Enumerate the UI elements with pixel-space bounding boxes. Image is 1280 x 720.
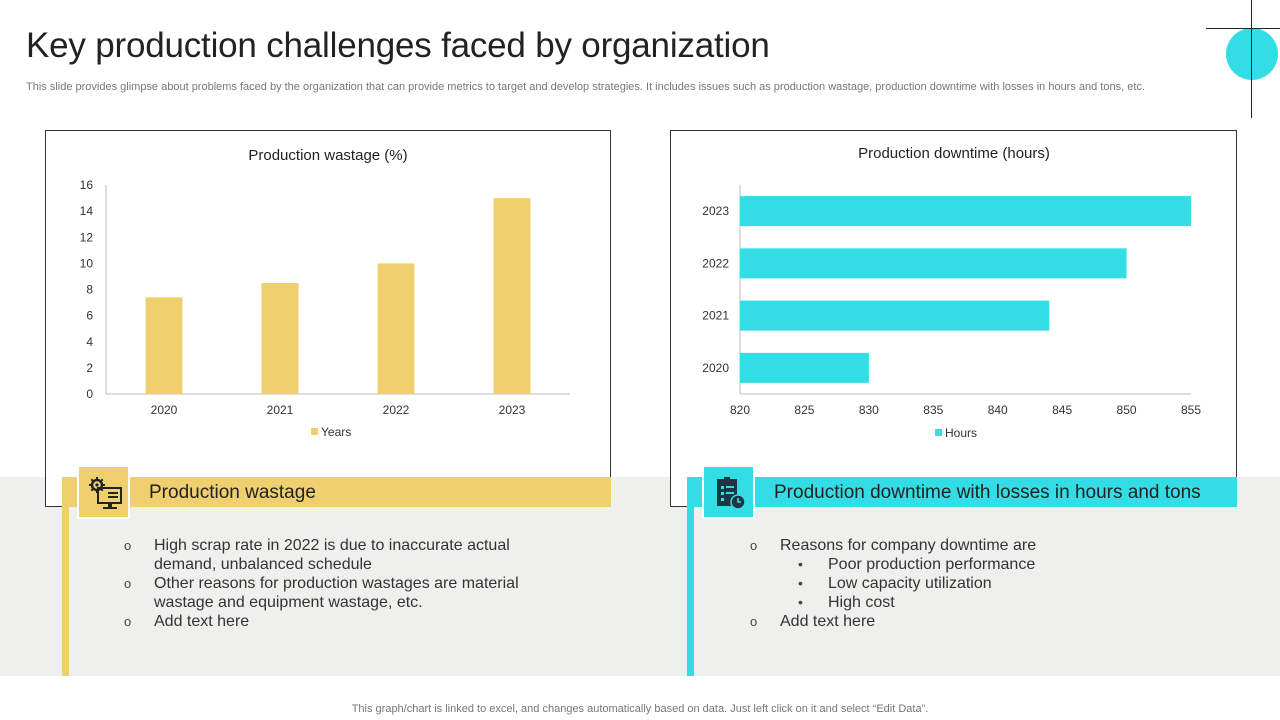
content-background-band bbox=[0, 477, 1280, 676]
x-tick-label: 825 bbox=[794, 403, 814, 417]
y-tick-label: 4 bbox=[86, 335, 93, 349]
bar-2021 bbox=[740, 300, 1050, 331]
y-tick-label: 10 bbox=[80, 256, 94, 270]
decorative-line-horizontal bbox=[1206, 28, 1280, 29]
list-item: o Other reasons for production wastages a… bbox=[124, 575, 519, 611]
downtime-heading: Production downtime with losses in hours… bbox=[774, 482, 1201, 503]
bullet-marker: • bbox=[798, 594, 803, 610]
wastage-header-band bbox=[62, 477, 611, 507]
bar-2022 bbox=[740, 248, 1127, 279]
right-accent-bar bbox=[687, 477, 694, 676]
x-tick-label: 840 bbox=[988, 403, 1008, 417]
list-item: o Reasons for company downtime are bbox=[750, 537, 1037, 554]
bullet-marker: o bbox=[750, 614, 758, 629]
x-tick-label: 820 bbox=[730, 403, 750, 417]
wastage-bullet-list: o High scrap rate in 2022 is due to inacc… bbox=[124, 536, 564, 631]
wastage-bar-chart: Production wastage (%) 0 2 4 6 8 10 12 14 16 2020 2… bbox=[80, 147, 570, 439]
x-tick-label: 835 bbox=[923, 403, 943, 417]
chart-title: Production wastage (%) bbox=[248, 147, 407, 164]
list-item: o Add text here bbox=[124, 613, 250, 630]
legend-label: Hours bbox=[945, 426, 977, 440]
list-item: o Add text here bbox=[750, 613, 876, 630]
y-tick-label: 2020 bbox=[702, 361, 729, 375]
page-title: Key production challenges faced by organ… bbox=[26, 26, 770, 65]
downtime-header-band bbox=[687, 477, 1237, 507]
y-tick-label: 16 bbox=[80, 178, 94, 192]
downtime-chart-container[interactable]: Production downtime (hours) 2020 2021 2022 2… bbox=[670, 130, 1237, 507]
decorative-line-vertical bbox=[1251, 0, 1252, 118]
wastage-icon-box bbox=[77, 465, 130, 519]
bullet-marker: • bbox=[798, 575, 803, 591]
chart-title: Production downtime (hours) bbox=[858, 145, 1050, 162]
computer-settings-icon bbox=[89, 477, 122, 509]
checklist-clock-icon bbox=[717, 477, 746, 510]
downtime-icon-box bbox=[702, 465, 755, 519]
y-tick-label: 0 bbox=[86, 387, 93, 401]
bar-2023 bbox=[740, 196, 1191, 227]
y-tick-label: 6 bbox=[86, 309, 93, 323]
y-tick-label: 2 bbox=[86, 361, 93, 375]
wastage-heading: Production wastage bbox=[149, 482, 316, 503]
y-tick-label: 2022 bbox=[702, 256, 729, 270]
x-tick-label: 2022 bbox=[383, 403, 410, 417]
downtime-bar-chart: Production downtime (hours) 2020 2021 2022 2… bbox=[702, 145, 1201, 440]
bar-2020 bbox=[145, 297, 183, 394]
downtime-bullet-list: o Reasons for company downtime are • Poor … bbox=[750, 536, 1190, 631]
y-tick-label: 12 bbox=[80, 230, 94, 244]
y-tick-label: 14 bbox=[80, 204, 94, 218]
bullet-marker: o bbox=[124, 576, 132, 591]
list-item: o High scrap rate in 2022 is due to inacc… bbox=[124, 537, 510, 573]
bullet-marker: • bbox=[798, 556, 803, 572]
bar-2020 bbox=[740, 352, 869, 383]
left-accent-bar bbox=[62, 477, 69, 676]
bullet-marker: o bbox=[124, 538, 132, 553]
decorative-circle bbox=[1226, 28, 1278, 80]
x-tick-label: 855 bbox=[1181, 403, 1201, 417]
x-tick-label: 2023 bbox=[499, 403, 526, 417]
bar-2021 bbox=[261, 282, 299, 394]
bar-2022 bbox=[377, 263, 415, 394]
bullet-marker: o bbox=[124, 614, 132, 629]
y-tick-label: 8 bbox=[86, 283, 93, 297]
y-tick-label: 2021 bbox=[702, 309, 729, 323]
x-tick-label: 845 bbox=[1052, 403, 1072, 417]
x-tick-label: 2020 bbox=[151, 403, 178, 417]
x-tick-label: 830 bbox=[859, 403, 879, 417]
wastage-chart-container[interactable]: Production wastage (%) 0 2 4 6 8 10 12 14 16 2020 2… bbox=[45, 130, 611, 507]
bar-2023 bbox=[493, 198, 531, 394]
x-tick-label: 2021 bbox=[267, 403, 294, 417]
bullet-marker: o bbox=[750, 538, 758, 553]
legend-swatch bbox=[311, 428, 318, 435]
legend-swatch bbox=[935, 429, 942, 436]
footer-note: This graph/chart is linked to excel, and… bbox=[351, 703, 929, 715]
x-tick-label: 850 bbox=[1117, 403, 1137, 417]
sub-list-item: • High cost bbox=[798, 594, 895, 611]
sub-list-item: • Low capacity utilization bbox=[798, 575, 992, 592]
y-tick-label: 2023 bbox=[702, 204, 729, 218]
page-subtitle: This slide provides glimpse about proble… bbox=[26, 81, 1145, 93]
sub-list-item: • Poor production performance bbox=[798, 556, 1036, 573]
legend-label: Years bbox=[321, 425, 351, 439]
